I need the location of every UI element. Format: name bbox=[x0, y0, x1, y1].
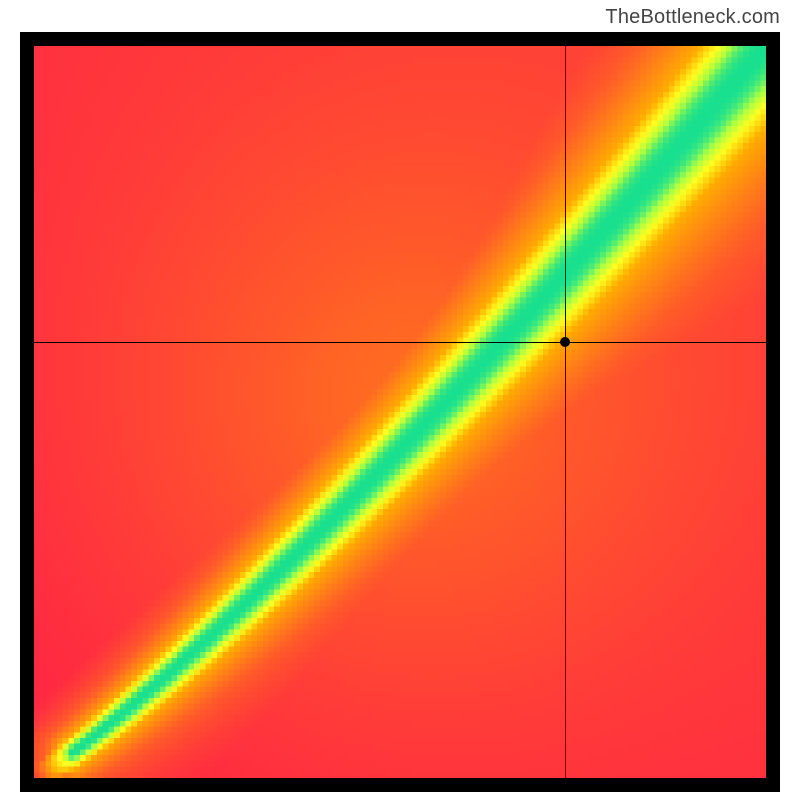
crosshair-vertical bbox=[565, 46, 566, 778]
heatmap-plot-area bbox=[34, 46, 766, 778]
crosshair-horizontal bbox=[34, 342, 766, 343]
chart-outer-frame bbox=[20, 32, 780, 792]
watermark-text: TheBottleneck.com bbox=[605, 6, 780, 29]
crosshair-marker bbox=[560, 337, 570, 347]
heatmap-canvas bbox=[34, 46, 766, 778]
